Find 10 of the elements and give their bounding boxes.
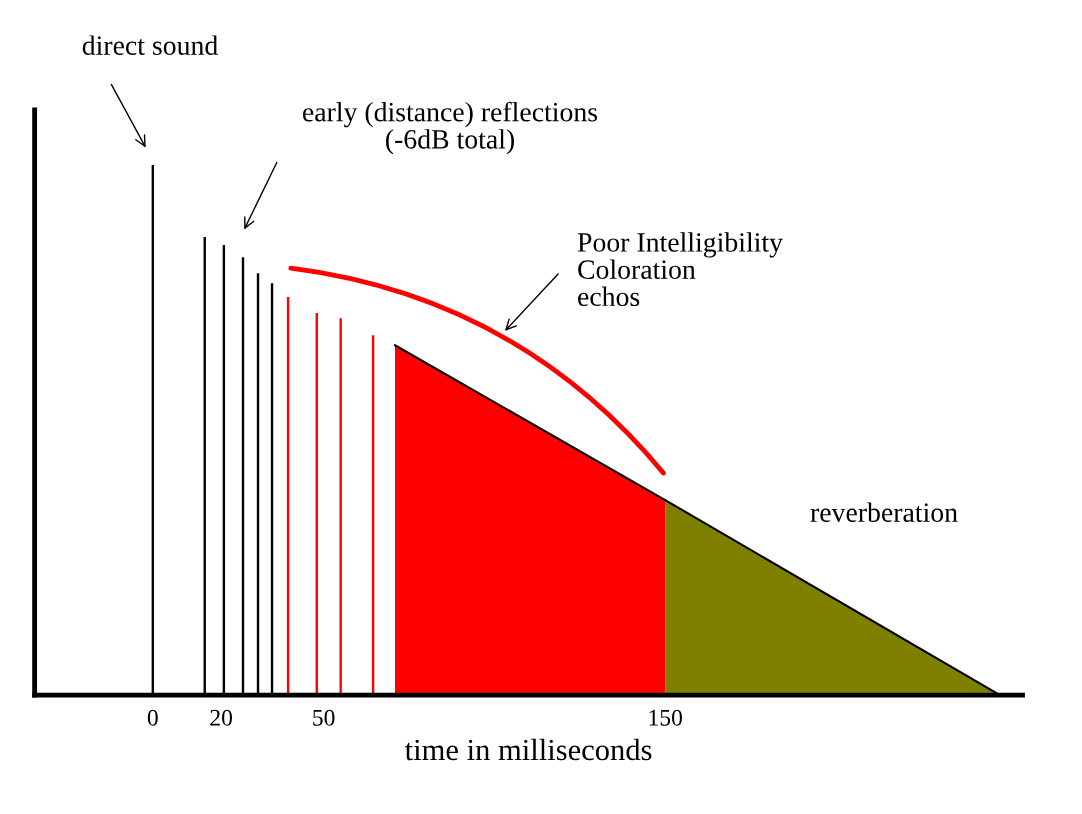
x-tick-label: 50 [313, 709, 335, 726]
bar [339, 318, 342, 696]
x-tick-label: 20 [210, 709, 233, 726]
text: direct sound [82, 35, 218, 55]
annotation: Poor Intelligibility Coloration echos [577, 232, 783, 307]
x-tick-label: 0 [147, 709, 158, 726]
annotation: reverberation [810, 502, 958, 522]
x-axis-title: time in milliseconds [404, 738, 652, 761]
x-tick-label: 150 [649, 709, 682, 726]
text: early (distance) reflections (-6dB total) [303, 101, 598, 155]
